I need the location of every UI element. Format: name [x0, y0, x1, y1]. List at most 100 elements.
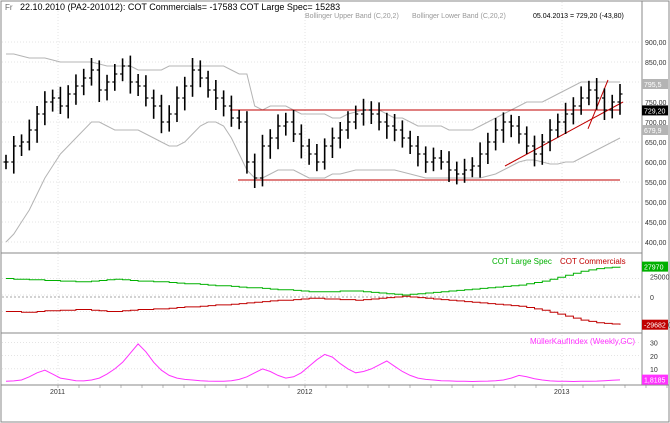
- ohlc-bar: [19, 134, 25, 156]
- axis-labels: 900,00850,00800,00750,00700,00650,00600,…: [50, 40, 670, 396]
- ohlc-bar: [454, 161, 460, 185]
- ohlc-bar: [81, 68, 87, 96]
- ohlc-bar: [462, 158, 468, 183]
- ohlc-bar: [314, 144, 320, 172]
- cot-pane: [0, 252, 643, 334]
- ohlc-bar: [143, 75, 149, 107]
- ohlc-bar: [151, 89, 157, 119]
- commercials-line: [6, 295, 621, 325]
- ohlc-bar: [329, 127, 335, 158]
- large-spec-line: [6, 266, 621, 296]
- ohlc-bar: [345, 111, 351, 139]
- ohlc-bar: [392, 114, 398, 142]
- ohlc-bar: [601, 88, 607, 120]
- ohlc-bar: [11, 136, 17, 174]
- bollinger-lower-line: [5, 121, 621, 243]
- price-tick-label: 550,00: [645, 180, 667, 187]
- ohlc-bar: [244, 111, 250, 174]
- ohlc-bar: [547, 119, 553, 152]
- channel-lower-line: [504, 101, 624, 167]
- ohlc-bar: [399, 120, 405, 148]
- ohlc-bar: [275, 114, 281, 150]
- bollinger-upper-line: [6, 53, 620, 131]
- ohlc-bar: [563, 102, 569, 134]
- price-tick-label: 650,00: [645, 140, 667, 147]
- ohlc-bar: [423, 146, 429, 173]
- index-badge-bg: [642, 374, 668, 385]
- ohlc-bar: [524, 126, 530, 154]
- ohlc-bar: [555, 113, 561, 138]
- ohlc-bar: [57, 86, 63, 114]
- ohlc-bar: [42, 91, 48, 126]
- ohlc-bar: [26, 119, 32, 151]
- commercials-badge-bg: [642, 319, 668, 330]
- last-price-badge-bg: [642, 105, 668, 116]
- ohlc-bar: [96, 60, 102, 102]
- index-line: [5, 343, 621, 383]
- time-axis: [0, 384, 670, 423]
- ohlc-bar: [213, 80, 219, 110]
- ohlc-bar: [594, 78, 600, 110]
- price-tick-label: 700,00: [645, 120, 667, 127]
- ohlc-bar: [407, 130, 413, 154]
- ohlc-bar: [609, 94, 615, 119]
- channel-upper-line: [587, 79, 609, 129]
- ohlc-bar: [532, 135, 538, 167]
- ohlc-bar: [493, 118, 499, 151]
- ohlc-bar: [112, 64, 118, 91]
- price-pane: [0, 0, 643, 254]
- large-spec-badge: 27970: [644, 265, 664, 272]
- ohlc-bar: [236, 110, 242, 130]
- ohlc-bar: [197, 60, 203, 88]
- ohlc-bar: [158, 94, 164, 134]
- ohlc-bar: [570, 97, 576, 125]
- ohlc-bar: [166, 105, 172, 132]
- ohlc-bar: [34, 106, 40, 143]
- ohlc-bar: [3, 154, 9, 170]
- ohlc-bar: [469, 157, 475, 178]
- ohlc-bar: [205, 70, 211, 98]
- muller-index-line: [5, 343, 621, 383]
- gridlines: [2, 2, 641, 384]
- last-quote-label: 05.04.2013 = 729,20 (-43,80): [533, 13, 624, 20]
- ohlc-bar: [586, 80, 592, 106]
- year-label: 2013: [554, 389, 570, 396]
- ohlc-bar: [353, 105, 359, 130]
- legend-commercials: COT Commercials: [560, 257, 626, 266]
- ohlc-bar: [508, 114, 514, 138]
- ohlc-bar: [174, 86, 180, 122]
- ohlc-bar: [127, 55, 133, 94]
- ohlc-bar: [516, 116, 522, 144]
- ohlc-bars: [3, 55, 623, 188]
- price-tick-label: 500,00: [645, 200, 667, 207]
- legend-lower-band: Bollinger Lower Band (C,20,2): [412, 13, 506, 20]
- ohlc-bar: [485, 132, 491, 164]
- ohlc-bar: [430, 147, 436, 172]
- lower-band-badge: 679,9: [644, 128, 662, 135]
- index-tick-label: 10: [650, 367, 658, 374]
- price-tick-label: 600,00: [645, 160, 667, 167]
- lower-band-badge-bg: [642, 125, 668, 135]
- ohlc-bar: [384, 112, 390, 139]
- symbol-label: Fr: [5, 3, 13, 12]
- ohlc-bar: [73, 74, 79, 105]
- legend-large-spec: COT Large Spec: [492, 257, 552, 266]
- ohlc-bar: [228, 95, 234, 127]
- upper-band-badge-bg: [642, 79, 668, 89]
- trend-lines: [230, 79, 624, 181]
- ohlc-bar: [477, 142, 483, 178]
- ohlc-bar: [438, 150, 444, 170]
- last-price-badge: 729,20: [644, 108, 666, 115]
- cot-lines: [6, 266, 621, 325]
- ohlc-bar: [368, 101, 374, 124]
- cot-tick-label: 0: [650, 295, 654, 302]
- bollinger-bands: [5, 53, 621, 243]
- ohlc-bar: [182, 76, 188, 111]
- info-label: 22.10.2010 (PA2-201012): COT Commercials…: [20, 2, 340, 12]
- ohlc-bar: [259, 134, 265, 187]
- commercials-badge: -29682: [644, 323, 666, 330]
- ohlc-bar: [88, 58, 94, 86]
- legend-upper-band: Bollinger Upper Band (C,20,2): [305, 13, 399, 20]
- ohlc-bar: [539, 134, 545, 165]
